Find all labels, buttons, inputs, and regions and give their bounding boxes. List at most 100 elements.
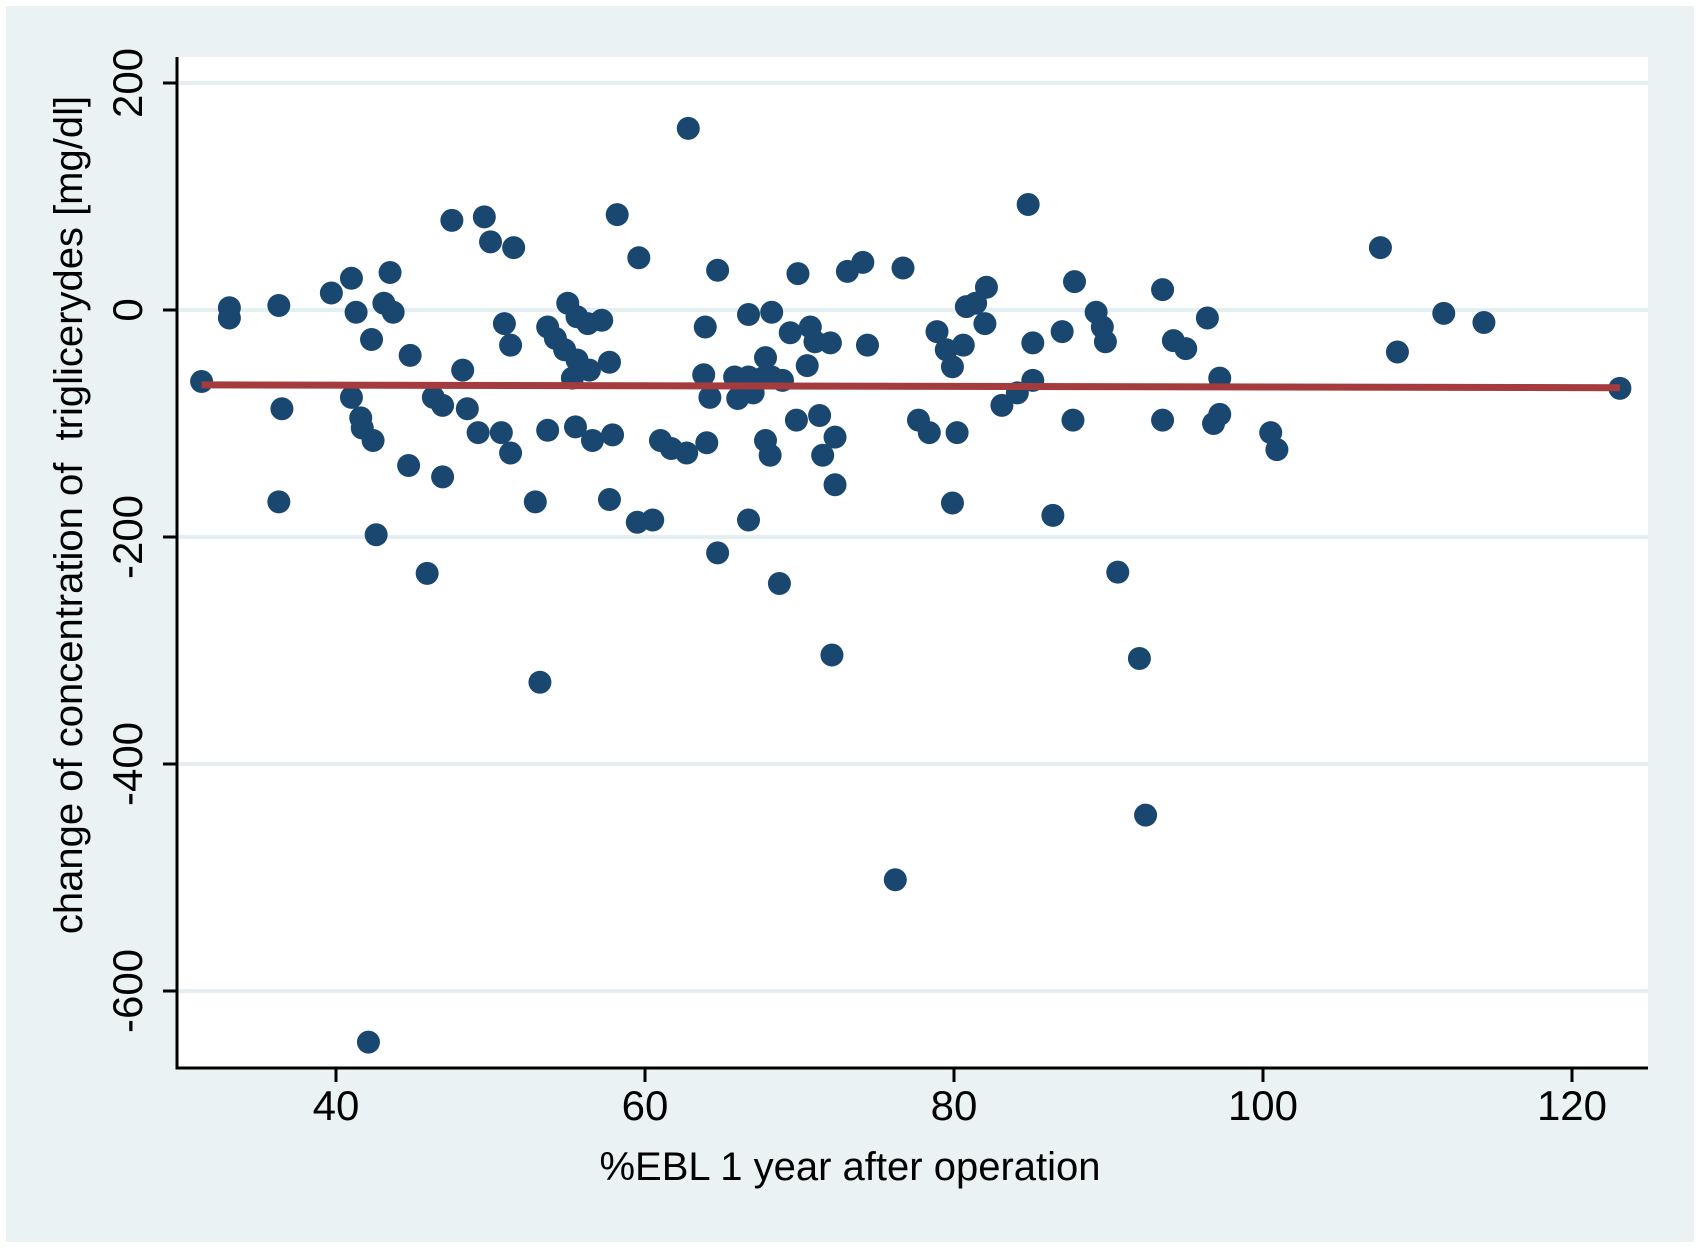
data-point — [1174, 337, 1198, 361]
x-axis-title: %EBL 1 year after operation — [599, 1145, 1100, 1189]
data-point — [523, 490, 547, 514]
data-point — [1151, 408, 1175, 432]
data-point — [641, 508, 665, 532]
data-point — [964, 291, 988, 315]
data-point — [360, 328, 384, 352]
data-point — [267, 293, 291, 317]
data-point — [597, 488, 621, 512]
data-point — [784, 408, 808, 432]
data-point — [823, 425, 847, 449]
data-points-layer — [190, 116, 1632, 1054]
data-point — [855, 333, 879, 357]
data-point — [823, 473, 847, 497]
data-point — [693, 315, 717, 339]
data-point — [786, 262, 810, 286]
data-point — [455, 397, 479, 421]
data-point — [1050, 320, 1074, 344]
axes — [163, 57, 1648, 1082]
data-point — [940, 355, 964, 379]
data-point — [217, 306, 241, 330]
data-point — [415, 561, 439, 585]
data-point — [466, 421, 490, 445]
data-point — [492, 312, 516, 336]
data-point — [675, 441, 699, 465]
data-point — [381, 300, 405, 324]
data-point — [1134, 803, 1158, 827]
data-point — [767, 572, 791, 596]
data-point — [440, 208, 464, 232]
data-point — [431, 465, 455, 489]
data-point — [1106, 560, 1130, 584]
data-point — [563, 415, 587, 439]
fit-line-layer — [201, 381, 1620, 392]
data-point — [580, 429, 604, 453]
data-point — [1151, 278, 1175, 302]
data-point — [1127, 646, 1151, 670]
data-point — [472, 205, 496, 229]
data-point — [499, 441, 523, 465]
data-point — [451, 358, 475, 382]
data-point — [597, 350, 621, 374]
data-point — [499, 333, 523, 357]
data-point — [1195, 306, 1219, 330]
data-point — [1093, 330, 1117, 354]
data-point — [1061, 408, 1085, 432]
data-point — [973, 312, 997, 336]
y-tick-label: -200 — [104, 495, 151, 579]
data-point — [1016, 192, 1040, 216]
scatter-figure: 200 0 -200 -400 -600 40 60 80 100 120 change of c… — [6, 6, 1694, 1242]
data-point — [1208, 402, 1232, 426]
x-tick-label: 120 — [1537, 1082, 1607, 1129]
data-point — [906, 408, 930, 432]
data-point — [1063, 270, 1087, 294]
data-point — [706, 258, 730, 282]
data-point — [339, 385, 363, 409]
data-point — [270, 397, 294, 421]
y-tick-label: -600 — [104, 949, 151, 1033]
data-point — [808, 404, 832, 428]
data-point — [951, 333, 975, 357]
data-point — [754, 346, 778, 370]
plot-area — [177, 57, 1648, 1068]
data-point — [925, 320, 949, 344]
x-tick-label: 40 — [313, 1082, 360, 1129]
data-point — [940, 491, 964, 515]
data-point — [397, 453, 421, 477]
data-point — [737, 508, 761, 532]
data-point — [811, 443, 835, 467]
data-point — [891, 256, 915, 280]
data-point — [945, 421, 969, 445]
data-point — [820, 643, 844, 667]
data-point — [489, 421, 513, 445]
data-point — [605, 203, 629, 227]
y-tick-label: -400 — [104, 722, 151, 806]
data-point — [267, 490, 291, 514]
data-point — [760, 300, 784, 324]
data-point — [1368, 236, 1392, 260]
data-point — [1265, 438, 1289, 462]
y-axis-title: change of concentration of triglicerydes… — [47, 96, 91, 934]
data-point — [378, 261, 402, 285]
data-point — [344, 300, 368, 324]
data-point — [364, 523, 388, 547]
data-point — [431, 393, 455, 417]
data-point — [1385, 340, 1409, 364]
data-point — [319, 281, 343, 305]
data-point — [502, 236, 526, 260]
fit-line — [201, 381, 1620, 392]
scatter-chart: 200 0 -200 -400 -600 40 60 80 100 120 change of c… — [47, 48, 1648, 1189]
data-point — [851, 250, 875, 274]
data-point — [795, 354, 819, 378]
y-tick-label: 200 — [104, 48, 151, 118]
data-point — [479, 230, 502, 254]
data-point — [676, 116, 700, 140]
data-point — [706, 541, 730, 565]
data-point — [339, 266, 363, 290]
data-point — [695, 431, 719, 455]
data-point — [361, 429, 385, 453]
data-point — [778, 321, 802, 345]
y-tick-label: 0 — [104, 298, 151, 321]
data-point — [601, 423, 625, 447]
data-point — [1021, 331, 1045, 355]
